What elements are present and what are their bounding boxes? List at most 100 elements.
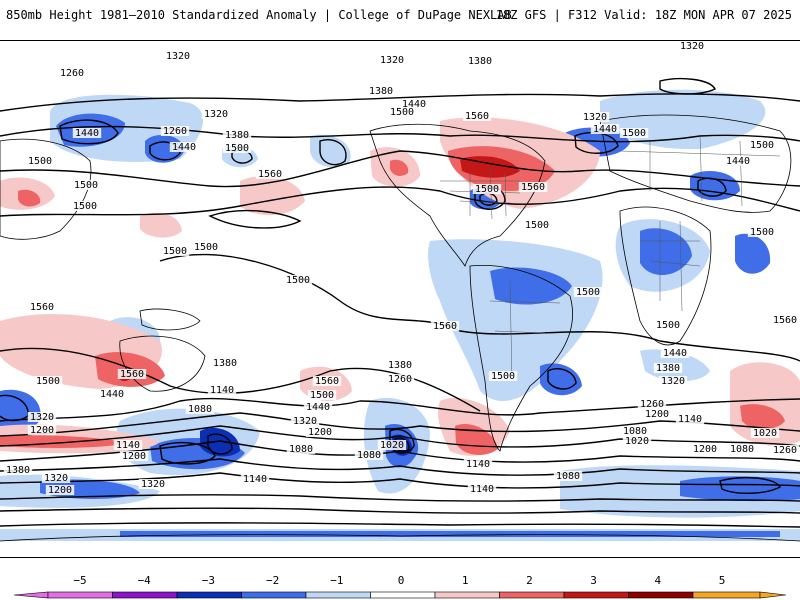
contour-label-bg [467,484,497,494]
legend-tick-label: −2 [266,574,279,587]
contour-label-bg [305,427,335,437]
contour-label: 1440 [663,348,687,359]
contour-label: 1020 [625,436,649,447]
contour-label: 1260 [60,68,84,79]
shade-pos-3 [240,176,305,216]
contour-label: 1320 [583,112,607,123]
contour-label: 1320 [166,51,190,62]
contour-low-2 [149,141,181,161]
contour-label-bg [163,51,193,61]
contour-label: 1380 [468,56,492,67]
coast-south-america [469,265,573,452]
contour-label: 1320 [380,55,404,66]
legend-tick-label: 3 [590,574,597,587]
contour-label-bg [522,220,552,230]
contour-label: 1080 [357,450,381,461]
contour-low-9 [659,77,716,95]
color-legend: −5 −4 −3 −2 −1 0 1 2 3 4 5 [0,566,800,600]
contour-label-bg [27,412,57,422]
coast-indonesia [139,308,201,331]
contour-label: 1440 [172,142,196,153]
contour-label-bg [70,201,100,211]
contour-low-12 [159,441,216,465]
contour-label: 1500 [656,320,680,331]
contour-label-bg [399,99,429,109]
contour-label: 1560 [433,321,457,332]
contour-label: 1140 [243,474,267,485]
contour-label: 1560 [120,369,144,380]
coast-east-asia [0,138,92,240]
header: 850mb Height 1981–2010 Standardized Anom… [0,0,800,34]
legend-swatch [499,591,565,599]
shade-neg-30 [120,531,780,537]
legend-tick-label: −3 [202,574,215,587]
contour-label-bg [573,287,603,297]
contour-label: 1500 [525,220,549,231]
contour-label-bg [191,242,221,252]
contour-label: 1440 [402,99,426,110]
contour-label-bg [385,360,415,370]
contour-label-bg [45,485,75,495]
contour-label-bg [303,402,333,412]
contour-label: 1560 [315,376,339,387]
contour-label: 1260 [640,399,664,410]
contour-label-bg [620,426,650,436]
contour-label-bg [387,107,417,117]
contour-label: 1380 [225,130,249,141]
contour-label-bg [222,143,252,153]
contour-label-bg [312,376,342,386]
legend-tick-label: 4 [654,574,661,587]
contour-label-bg [160,246,190,256]
legend-swatch [370,591,436,599]
contour-label-bg [553,471,583,481]
contour-label: 1140 [210,385,234,396]
contour-label-bg [290,416,320,426]
contour-label: 1200 [48,485,72,496]
legend-swatch [692,591,761,599]
contour-label: 1200 [693,444,717,455]
contour-1380-north [0,125,800,143]
legend-swatch [305,591,371,599]
contour-1140-south [0,494,800,502]
contour-label-bg [590,124,620,134]
legend-bar: −5 −4 −3 −2 −1 0 1 2 3 4 5 [13,574,787,599]
contour-label-bg [119,451,149,461]
contour-label: 1500 [28,156,52,167]
contour-label: 1260 [163,126,187,137]
shade-neg-11 [640,228,692,276]
contour-label: 1560 [773,315,797,326]
contour-label-bg [462,111,492,121]
contour-1560-mid [208,209,302,229]
contour-label-bg [41,473,71,483]
contour-label: 1200 [122,451,146,462]
contour-low-aleutian [59,119,119,145]
contour-label-bg [113,440,143,450]
contour-label: 1140 [470,484,494,495]
contour-label-bg [653,320,683,330]
border-eurasia [619,135,781,207]
contour-label-bg [3,465,33,475]
contour-label-bg [201,109,231,119]
contour-label: 1500 [576,287,600,298]
contour-label: 1500 [194,242,218,253]
contour-label: 1200 [645,409,669,420]
contour-label-bg [377,440,407,450]
contour-1500-south [0,397,800,422]
contour-label-bg [619,128,649,138]
contour-1200-south [0,472,800,489]
contour-label: 1020 [753,428,777,439]
contour-low-16 [719,476,781,494]
legend-arrow-right [759,591,787,599]
contour-label-bg [690,444,720,454]
contour-label: 1500 [750,140,774,151]
contour-label: 1140 [678,414,702,425]
legend-color-bar [13,591,787,599]
contour-label: 1500 [73,201,97,212]
contour-label: 1500 [491,371,515,382]
contour-label-bg [25,156,55,166]
contour-label-bg [747,227,777,237]
contour-label: 1500 [310,390,334,401]
contour-label: 1200 [30,425,54,436]
contour-label: 1440 [306,402,330,413]
